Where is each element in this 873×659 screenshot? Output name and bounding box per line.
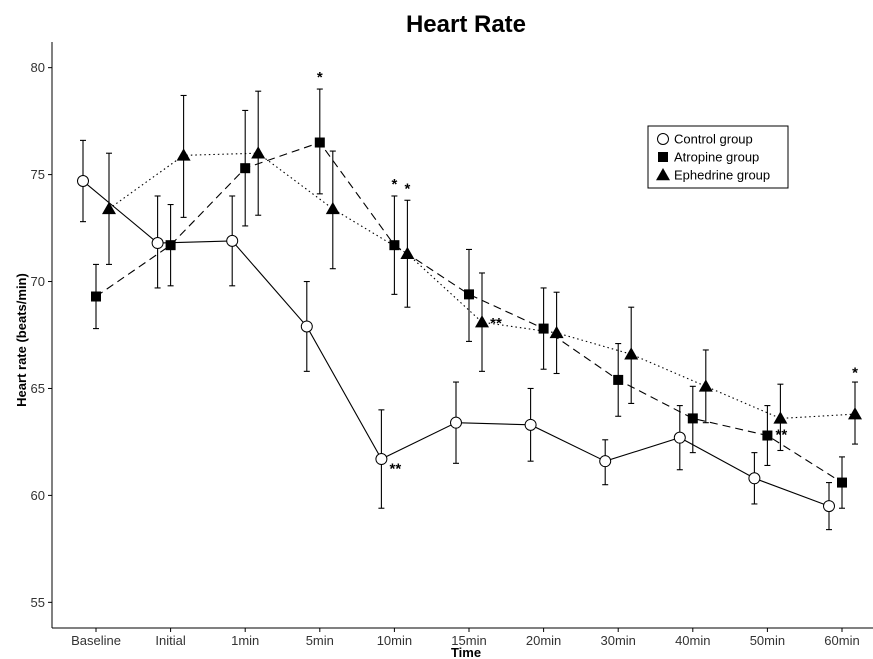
y-tick-label: 75: [31, 167, 45, 182]
x-tick-label: 5min: [306, 633, 334, 648]
atropine-group-point: [165, 240, 176, 251]
atropine-group-point: [91, 291, 101, 302]
ephedrine-group-point: [773, 411, 788, 424]
significance-marker: *: [317, 69, 323, 86]
control-group-point: [375, 453, 388, 466]
ephedrine-group-point: [176, 148, 191, 161]
y-tick-label: 65: [31, 381, 45, 396]
control-group-point: [524, 418, 537, 431]
x-tick-label: Baseline: [71, 633, 121, 648]
significance-marker: **: [390, 461, 402, 478]
legend-label: Ephedrine group: [674, 168, 770, 183]
legend-circle-icon: [657, 133, 669, 145]
x-tick-label: 50min: [750, 633, 785, 648]
atropine-group-point: [687, 413, 698, 424]
control-group-point: [450, 416, 462, 429]
chart-title: Heart Rate: [406, 11, 526, 38]
ephedrine-group-point: [102, 201, 116, 215]
atropine-group-point: [538, 323, 549, 334]
legend-item-control-group: Control group: [657, 132, 753, 147]
significance-marker: *: [404, 180, 410, 197]
y-tick-label: 55: [31, 595, 45, 610]
atropine-group-line: [95, 141, 843, 484]
significance-marker: **: [490, 315, 502, 332]
x-tick-label: 1min: [231, 633, 259, 648]
control-group-point: [599, 455, 612, 468]
x-axis-ticks: Baseline Initial 1min 5min 10min 15min 20min 30…: [71, 628, 860, 648]
data-markers: [77, 137, 862, 513]
control-group-point: [748, 472, 761, 485]
legend-triangle-icon: [656, 168, 670, 181]
ephedrine-group-point: [624, 347, 639, 360]
ephedrine-group-point: [698, 379, 713, 392]
x-tick-label: 15min: [451, 633, 486, 648]
atropine-group-point: [240, 163, 251, 174]
y-tick-label: 80: [31, 60, 45, 75]
ephedrine-group-point: [251, 146, 266, 159]
x-tick-label: 40min: [675, 633, 710, 648]
x-axis-label: Time: [451, 645, 481, 659]
significance-marker: **: [776, 426, 788, 443]
legend-square-icon: [658, 152, 668, 162]
ephedrine-group-point: [400, 246, 415, 259]
legend-box: [647, 125, 789, 189]
legend-label: Control group: [674, 132, 753, 147]
ephedrine-group-point: [325, 201, 340, 215]
y-axis-label: Heart rate (beats/min): [14, 273, 29, 407]
atropine-group-point: [314, 137, 325, 148]
y-tick-label: 70: [31, 274, 45, 289]
legend-item-ephedrine-group: Ephedrine group: [656, 168, 770, 183]
significance-marker: *: [852, 364, 858, 381]
legend-item-atropine-group: Atropine group: [658, 150, 759, 165]
significance-annotations: ** ********: [317, 69, 858, 477]
x-tick-label: 10min: [377, 633, 412, 648]
control-group-point: [151, 237, 164, 250]
control-group-point: [77, 175, 89, 188]
plot-area: 55 60 65 70 75 80 Baseline Initial 1min 5min 10mi…: [31, 42, 873, 648]
control-group-point: [226, 234, 239, 247]
ephedrine-group-point: [475, 315, 489, 328]
legend-label: Atropine group: [674, 150, 759, 165]
significance-marker: *: [391, 176, 397, 193]
control-group-point: [823, 500, 835, 513]
atropine-group-point: [837, 477, 847, 488]
control-group-point: [673, 431, 686, 444]
legend: Control group Atropine group Ephedrine gro…: [647, 125, 789, 189]
x-tick-label: 60min: [824, 633, 859, 648]
atropine-group-point: [762, 430, 773, 441]
ephedrine-group-point: [549, 325, 564, 339]
x-tick-label: Initial: [155, 633, 185, 648]
ephedrine-group-point: [848, 407, 862, 420]
x-tick-label: 20min: [526, 633, 561, 648]
atropine-group-point: [464, 289, 474, 300]
x-tick-label: 30min: [600, 633, 635, 648]
y-tick-label: 60: [31, 488, 45, 503]
y-axis-ticks: 55 60 65 70 75 80: [31, 60, 52, 610]
atropine-group-point: [613, 374, 624, 385]
error-bars: [80, 88, 858, 531]
control-group-point: [300, 320, 313, 333]
atropine-group-point: [389, 240, 400, 251]
